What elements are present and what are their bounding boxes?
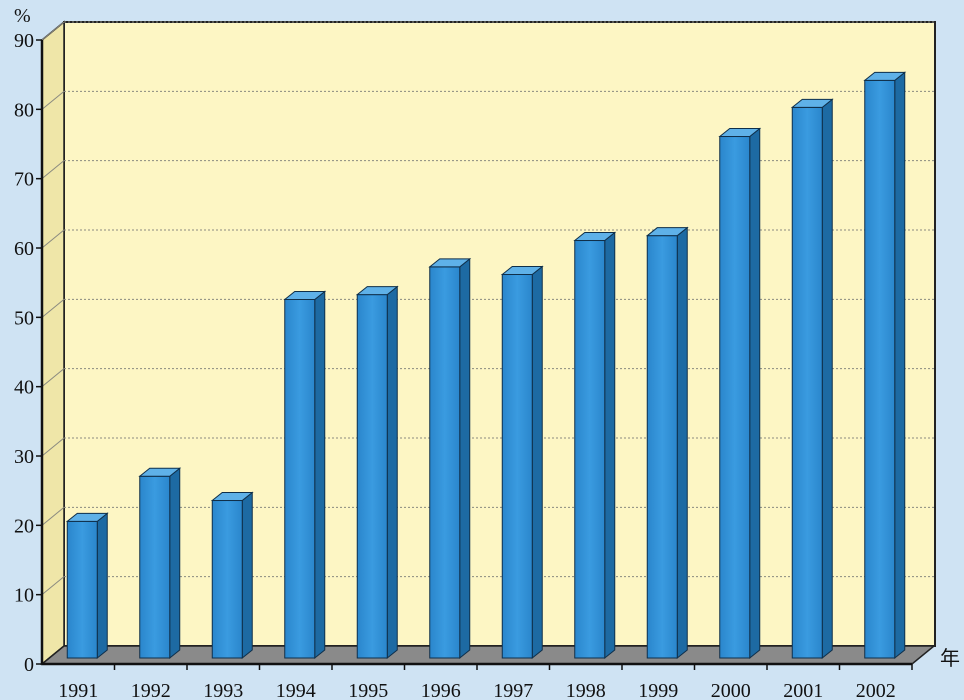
- bar-top: [573, 232, 617, 242]
- x-axis-ticks: 1991 1992 1993 1994 1995 1996 1997 1998 1999 2000…: [58, 664, 913, 700]
- bar-top: [210, 492, 254, 502]
- bar-front: [574, 240, 606, 659]
- bar-side: [531, 265, 543, 660]
- bar-front: [356, 294, 388, 659]
- bar-side: [894, 71, 906, 660]
- gridline-side: [41, 368, 65, 388]
- bar: [283, 290, 327, 660]
- bar-front: [284, 298, 316, 659]
- y-tick-label: 50: [14, 307, 34, 329]
- y-axis-ticks: 0 10 20 30 40 50 60 70 80 90: [14, 30, 42, 676]
- x-tick-label: 2000: [711, 680, 751, 700]
- bar-side: [169, 467, 181, 660]
- bar-front: [791, 106, 823, 659]
- gridline-side: [41, 298, 65, 318]
- y-tick-label: 40: [14, 377, 34, 399]
- x-tick-label: 2002: [856, 680, 896, 700]
- bar: [138, 467, 182, 660]
- bar-top: [138, 467, 182, 477]
- y-tick-label: 60: [14, 238, 34, 260]
- bar-series: [65, 71, 907, 660]
- gridline-side: [41, 576, 65, 596]
- x-tick-label: 1999: [638, 680, 678, 700]
- y-tick-label: 0: [24, 654, 34, 676]
- plot-back-wall: [63, 21, 936, 647]
- bar-front: [429, 266, 461, 659]
- bar: [863, 71, 907, 660]
- bar-front: [211, 500, 243, 659]
- bar: [210, 491, 254, 660]
- y-tick-label: 30: [14, 446, 34, 468]
- bar-top: [500, 266, 544, 276]
- plot-background: [41, 20, 936, 666]
- x-tick-label: 2001: [783, 680, 823, 700]
- bar-side: [604, 231, 616, 660]
- x-tick-label: 1997: [493, 680, 533, 700]
- bar: [645, 226, 689, 660]
- bar-front: [139, 475, 171, 659]
- x-tick-label: 1994: [276, 680, 316, 700]
- bar-side: [821, 98, 833, 660]
- bar-front: [646, 235, 678, 659]
- bar-front: [66, 520, 98, 659]
- bar: [573, 231, 617, 660]
- bar-side: [749, 127, 761, 660]
- x-tick-label: 1993: [203, 680, 243, 700]
- bar-top: [283, 290, 327, 300]
- gridline-side: [41, 437, 65, 457]
- bar-side: [676, 226, 688, 660]
- bar-side: [314, 290, 326, 660]
- bar-side: [386, 285, 398, 660]
- gridline-side: [41, 229, 65, 249]
- bar-top: [645, 227, 689, 237]
- gridlines: [41, 21, 935, 596]
- gridline-side: [41, 506, 65, 526]
- x-tick-label: 1998: [566, 680, 606, 700]
- bar: [355, 285, 399, 660]
- y-tick-label: 10: [14, 585, 34, 607]
- x-tick-label: 1995: [348, 680, 388, 700]
- y-tick-label: 70: [14, 169, 34, 191]
- bar-side: [241, 491, 253, 660]
- y-tick-label: 90: [14, 30, 34, 52]
- bar-top: [718, 128, 762, 138]
- x-tick-label: 1996: [421, 680, 461, 700]
- bar: [65, 512, 109, 660]
- bar-front: [501, 274, 533, 659]
- gridline-side: [41, 160, 65, 180]
- bar: [790, 98, 834, 660]
- y-tick-label: 80: [14, 99, 34, 121]
- bar-top: [790, 98, 834, 108]
- bar-front: [719, 136, 751, 659]
- bar-front: [864, 79, 896, 659]
- bar-top: [428, 258, 472, 268]
- y-axis-unit-label: %: [14, 5, 31, 27]
- bar: [500, 265, 544, 660]
- y-tick-label: 20: [14, 515, 34, 537]
- bar-top: [65, 512, 109, 522]
- bar-side: [96, 512, 108, 660]
- bar: [718, 127, 762, 660]
- bar-top: [863, 71, 907, 81]
- bar: [428, 257, 472, 660]
- gridline-side: [41, 90, 65, 110]
- bar-side: [459, 257, 471, 660]
- x-tick-label: 1991: [58, 680, 98, 700]
- x-axis-unit-label: 年: [940, 647, 960, 670]
- bar-top: [355, 286, 399, 296]
- gridline-side: [41, 21, 65, 41]
- plot-side-wall: [41, 20, 65, 666]
- x-tick-label: 1992: [131, 680, 171, 700]
